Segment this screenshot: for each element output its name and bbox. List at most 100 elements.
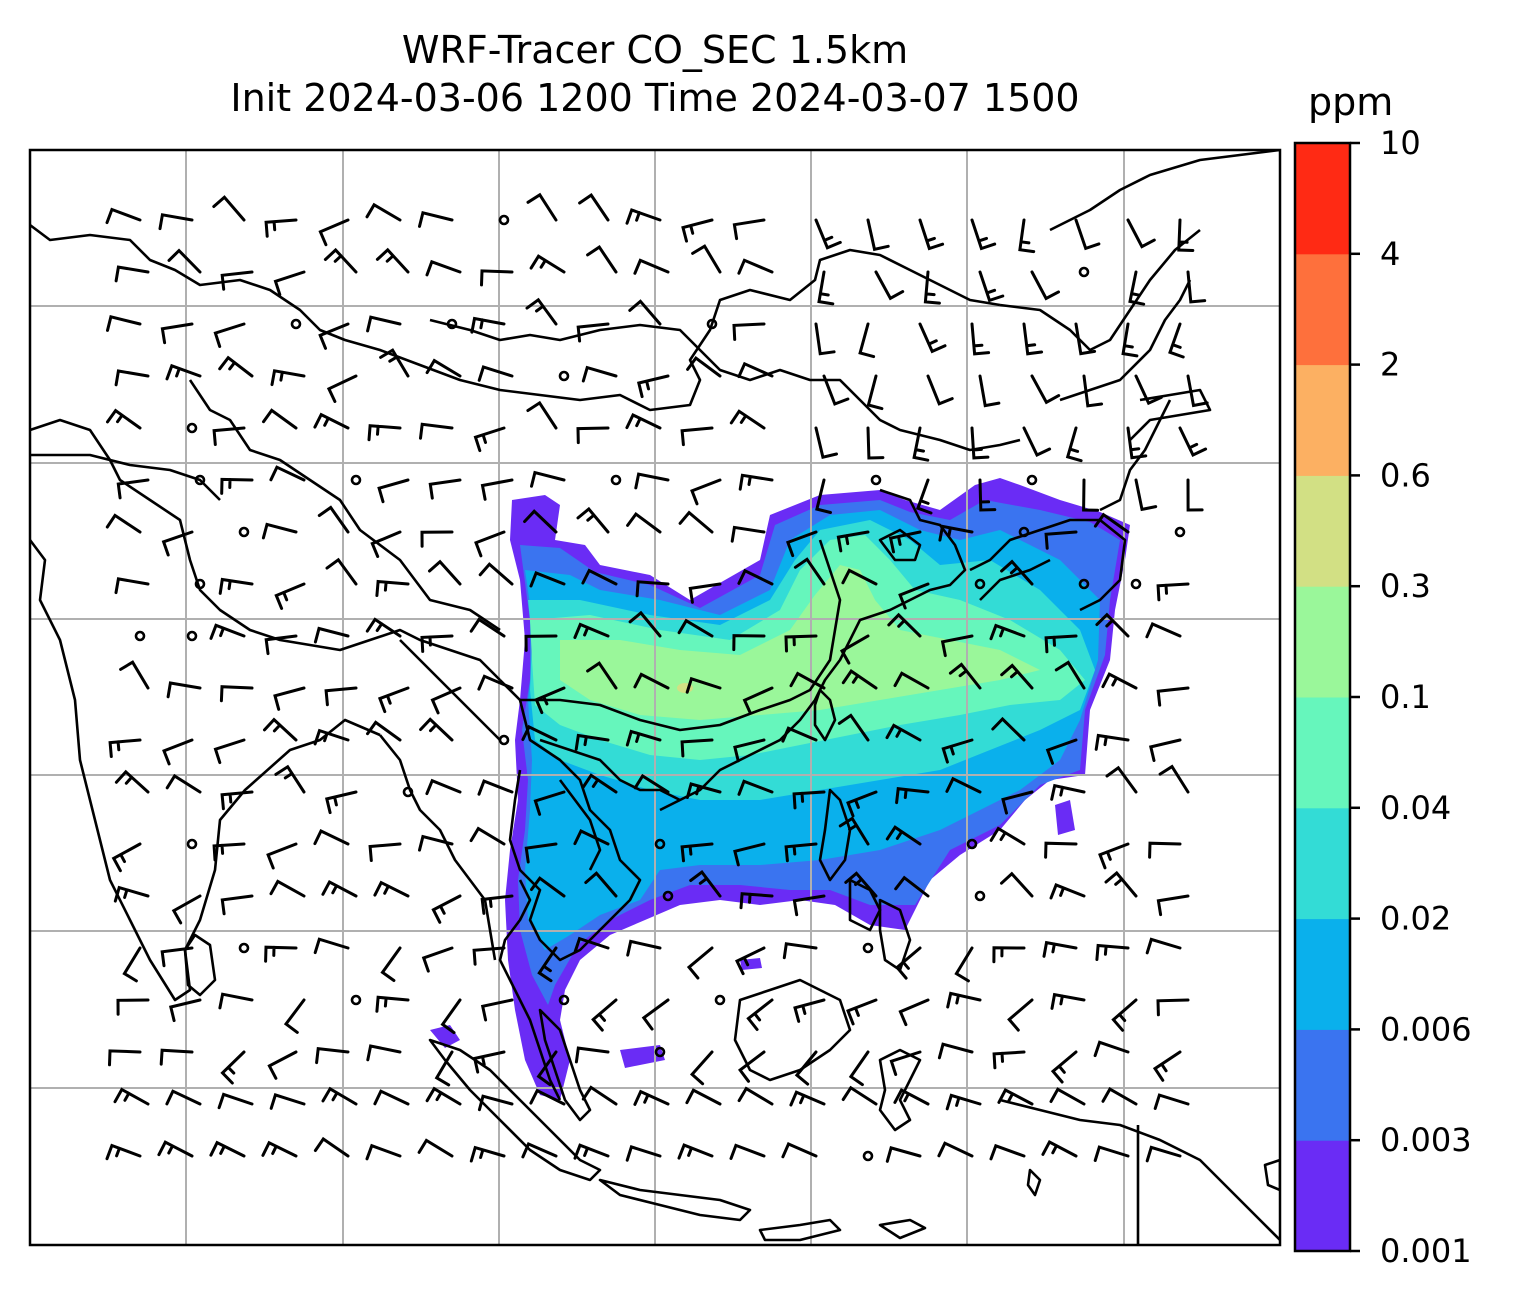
wind-barb bbox=[586, 245, 618, 274]
wind-barb bbox=[1000, 559, 1034, 586]
wind-barb bbox=[428, 559, 462, 586]
wind-barb bbox=[1186, 478, 1204, 512]
wind-barb bbox=[1044, 530, 1078, 550]
wind-barb bbox=[269, 879, 306, 898]
wind-barb bbox=[122, 946, 142, 983]
wind-barb bbox=[365, 1143, 402, 1161]
calm-marker bbox=[498, 734, 510, 746]
wind-barb bbox=[160, 946, 194, 968]
wind-barb bbox=[690, 478, 722, 506]
wind-barb bbox=[784, 634, 818, 653]
wind-barb bbox=[321, 1086, 358, 1106]
wind-barb bbox=[628, 299, 662, 326]
wind-barb bbox=[477, 674, 514, 691]
wind-barb bbox=[838, 816, 870, 846]
wind-barb bbox=[686, 946, 714, 980]
calm-marker bbox=[238, 526, 250, 538]
wind-barb bbox=[159, 1048, 194, 1066]
wind-barb bbox=[165, 363, 202, 381]
wind-barb bbox=[836, 530, 870, 553]
colorbar-swatch bbox=[1295, 586, 1350, 698]
wind-barb bbox=[573, 828, 610, 846]
wind-barb bbox=[111, 842, 142, 873]
wind-barb bbox=[472, 1050, 506, 1074]
wind-barb bbox=[261, 522, 298, 540]
wind-barb bbox=[1049, 883, 1086, 900]
wind-barb bbox=[1156, 686, 1190, 707]
wind-barb bbox=[1095, 612, 1130, 638]
wind-barb bbox=[888, 530, 922, 554]
wind-barb bbox=[533, 790, 566, 816]
wind-barb bbox=[212, 426, 246, 446]
wind-barb bbox=[325, 557, 358, 586]
wind-barb bbox=[841, 1085, 878, 1106]
wind-barb bbox=[885, 723, 922, 742]
wind-barb bbox=[686, 355, 722, 378]
wind-barb bbox=[997, 1087, 1034, 1106]
wind-barb bbox=[738, 1050, 766, 1083]
wind-barb bbox=[1104, 870, 1138, 898]
wind-barb bbox=[691, 244, 722, 274]
wind-barb bbox=[114, 577, 150, 595]
wind-barb bbox=[209, 623, 246, 640]
wind-barb bbox=[737, 1086, 774, 1106]
wind-barb bbox=[732, 218, 766, 241]
colorbar-tick-label: 0.6 bbox=[1380, 456, 1431, 494]
wind-barb bbox=[477, 779, 514, 796]
wind-barb bbox=[978, 270, 1005, 303]
wind-barb bbox=[573, 622, 610, 639]
wind-barb bbox=[1156, 998, 1190, 1017]
wind-barb bbox=[633, 773, 670, 794]
colorbar-swatch bbox=[1295, 143, 1350, 255]
wind-barb bbox=[576, 506, 610, 534]
wind-barb bbox=[926, 374, 954, 406]
wind-barb bbox=[165, 1089, 202, 1106]
calm-marker bbox=[134, 630, 146, 642]
wind-barb bbox=[945, 1093, 982, 1111]
colorbar-tick-label: 0.1 bbox=[1380, 678, 1431, 716]
wind-barb bbox=[1022, 322, 1044, 356]
wind-barb bbox=[1156, 582, 1190, 602]
wind-barb bbox=[1074, 322, 1097, 356]
wind-barb bbox=[685, 1088, 722, 1106]
wind-barb bbox=[167, 248, 202, 274]
wind-barb bbox=[1121, 322, 1139, 358]
wind-barb bbox=[625, 412, 662, 430]
wind-barb bbox=[1041, 1139, 1078, 1158]
calm-marker bbox=[662, 890, 674, 902]
wind-barb bbox=[318, 218, 350, 247]
wind-barb bbox=[989, 1143, 1026, 1161]
wind-barb bbox=[680, 738, 714, 758]
wind-barb bbox=[534, 686, 566, 715]
wind-barb bbox=[1101, 672, 1138, 690]
wind-barb bbox=[945, 776, 982, 794]
wind-barb bbox=[425, 778, 462, 796]
calm-marker bbox=[498, 214, 510, 226]
calm-marker bbox=[350, 474, 362, 486]
map-frame bbox=[28, 148, 1282, 1247]
wind-barb bbox=[373, 880, 410, 898]
calm-marker bbox=[966, 838, 978, 850]
colorbar-tick-label: 0.001 bbox=[1380, 1232, 1472, 1270]
wind-barb bbox=[313, 412, 350, 430]
wind-barb bbox=[113, 885, 150, 903]
calm-marker bbox=[974, 578, 986, 590]
wind-barb bbox=[269, 1093, 306, 1110]
wind-barb bbox=[526, 192, 558, 222]
wind-barb bbox=[375, 247, 410, 274]
wind-barb bbox=[524, 634, 558, 652]
wind-barb bbox=[218, 577, 254, 595]
wind-barb bbox=[940, 634, 974, 658]
wind-barb bbox=[264, 634, 298, 656]
wind-barb bbox=[636, 374, 670, 399]
wind-barb bbox=[918, 218, 945, 251]
wind-barb bbox=[108, 738, 142, 758]
wind-barb bbox=[370, 530, 402, 558]
wind-barb bbox=[469, 617, 506, 638]
wind-barb bbox=[1105, 765, 1138, 794]
calm-marker bbox=[1130, 578, 1142, 590]
wind-barb bbox=[477, 1094, 514, 1112]
wind-barb bbox=[1030, 374, 1061, 405]
wind-barb bbox=[1145, 1145, 1182, 1163]
wind-barb bbox=[1093, 1040, 1130, 1058]
